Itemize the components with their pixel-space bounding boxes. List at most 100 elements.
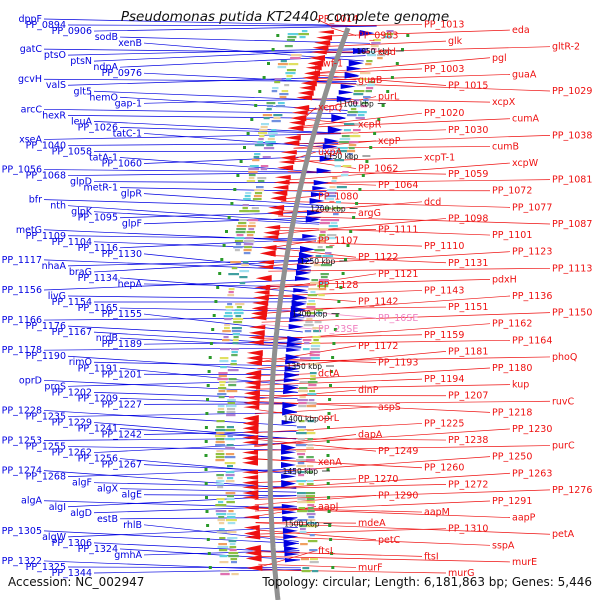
leader-line (254, 438, 377, 452)
cog-category-bar (317, 285, 329, 288)
gene-label: oprL (318, 413, 340, 424)
cog-category-bar (353, 90, 365, 93)
gene-label: zwf-1 (318, 58, 343, 69)
cog-category-bar (227, 522, 236, 525)
cog-category-bar (365, 90, 372, 93)
gc-mark (207, 370, 211, 373)
cog-category-bar (320, 231, 326, 234)
gene-label: PP_1238 (448, 435, 488, 446)
gene-label: PP_1134 (78, 273, 118, 284)
cog-category-bar (228, 396, 235, 399)
gene-label: PP_1110 (424, 241, 464, 252)
cog-category-bar (245, 192, 252, 195)
ruler-ticks: 1050 kbp 1100 kbp 1150 kbp 1200 kbp 1250 kbp… (283, 47, 404, 529)
cog-category-bar (286, 75, 293, 78)
gc-mark (346, 244, 350, 247)
gene-label: pdxH (492, 274, 517, 285)
gene-label: PP_1193 (378, 357, 418, 368)
gc-mark (206, 384, 210, 387)
cog-category-bar (297, 453, 305, 456)
reverse-gene-arrow (272, 185, 289, 190)
cog-category-bar (296, 459, 306, 462)
gene-label: PP_1260 (424, 463, 464, 474)
cog-category-bar (233, 336, 239, 339)
genome-backbone (267, 27, 351, 600)
reverse-gene-arrow (268, 205, 285, 211)
gene-label: algF (72, 478, 92, 489)
forward-gene-arrow (297, 258, 313, 264)
gene-label: murF (358, 562, 383, 573)
cog-category-bar (310, 348, 320, 351)
gene-label: xcpR (358, 119, 382, 130)
ruler-tick-label: 1150 kbp (323, 152, 359, 161)
cog-category-bar (248, 174, 256, 177)
cog-category-bar (325, 195, 336, 198)
reverse-gene-arrow (279, 155, 296, 161)
gene-label: PP_1180 (492, 363, 532, 374)
cog-category-bar (257, 177, 267, 180)
gene-label: xcpQ (318, 103, 342, 114)
reverse-gene-arrow (309, 55, 326, 61)
leader-line (287, 171, 447, 175)
cog-category-bar (235, 231, 246, 234)
cog-category-bar (313, 264, 321, 267)
leader-line (256, 528, 447, 535)
gene-label: leuA (71, 116, 93, 127)
cog-category-bar (227, 537, 238, 540)
forward-gene-arrow (296, 264, 312, 270)
cog-category-bar (233, 312, 244, 315)
gene-label: PP_1262 (52, 448, 92, 459)
gene-label: gap-1 (115, 98, 142, 109)
cog-category-bar (306, 480, 314, 483)
cog-category-bar (307, 381, 318, 384)
gene-label: ftsL (318, 546, 336, 557)
cog-category-bar (231, 360, 237, 363)
forward-gene-arrow (284, 366, 300, 372)
gene-label: PP_1253 (2, 436, 42, 447)
cog-category-bar (308, 516, 315, 519)
reverse-gene-arrow (262, 235, 279, 240)
cog-category-bar (299, 531, 307, 534)
gene-label: PP_1263 (512, 468, 552, 479)
reverse-gene-arrow (245, 370, 262, 377)
gene-label: edd (378, 47, 396, 58)
gene-label: xseA (19, 134, 42, 145)
gene-label: hexR (42, 110, 66, 121)
gene-label: PP_1267 (102, 460, 142, 471)
cog-category-bar (319, 222, 330, 225)
gene-label: metG (16, 225, 42, 236)
reverse-gene-arrow (302, 75, 319, 81)
cog-category-bar (348, 147, 355, 150)
cog-category-bar (265, 141, 276, 144)
cog-category-bar (371, 42, 381, 45)
gc-mark (204, 426, 208, 429)
leader-line (43, 379, 298, 393)
gc-mark (208, 356, 212, 359)
gene-label: PP_1228 (2, 405, 42, 416)
gc-mark (209, 342, 213, 345)
leader-line (67, 295, 307, 300)
cog-category-bar (216, 450, 224, 453)
gc-mark (233, 188, 237, 191)
cog-category-bar (227, 399, 236, 402)
reverse-gene-arrow (242, 485, 259, 490)
forward-gene-arrow (346, 66, 362, 72)
leader-line (119, 458, 297, 475)
cog-category-bar (299, 36, 306, 39)
cog-category-bar (306, 447, 314, 450)
cog-category-bar (242, 261, 249, 264)
leader-line (315, 57, 491, 74)
cog-category-bar (287, 33, 299, 36)
gc-mark (355, 202, 359, 205)
cog-category-bar (308, 288, 319, 291)
reverse-gene-arrow (245, 360, 262, 366)
ruler-tick-label: 1500 kbp (284, 520, 320, 529)
cog-category-bar (219, 537, 226, 540)
backbone-arc (267, 27, 351, 600)
gc-mark (365, 160, 369, 163)
gene-label: PP_1162 (492, 319, 532, 330)
gene-label: proS (44, 381, 66, 392)
ruler-tick-label: 1050 kbp (356, 47, 392, 56)
forward-gene-arrow (292, 294, 308, 302)
gc-mark (337, 300, 341, 303)
